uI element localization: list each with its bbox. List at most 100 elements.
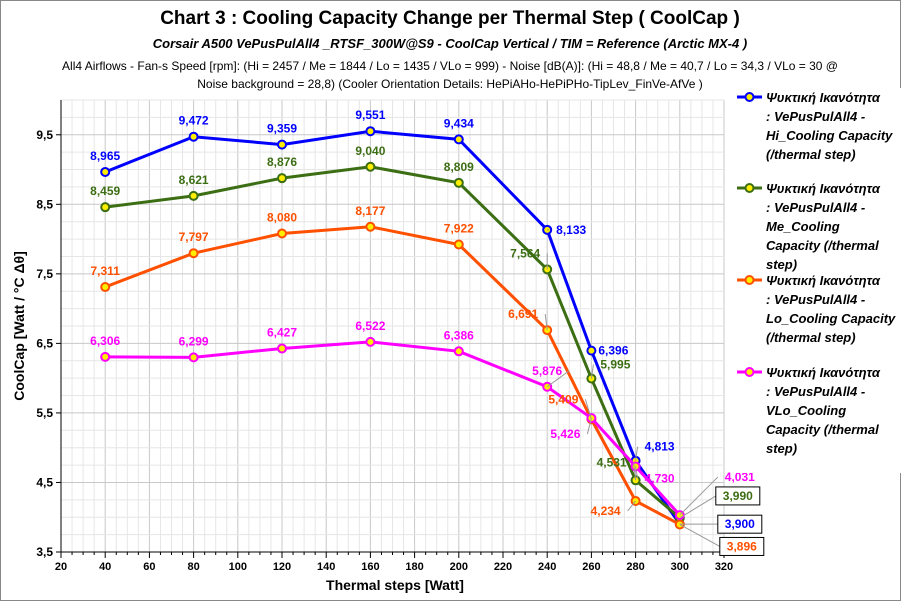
x-tick-label: 320: [715, 561, 733, 573]
data-label-me: 8,809: [444, 160, 474, 174]
x-tick-label: 120: [273, 561, 291, 573]
y-tick-label: 9,5: [36, 128, 53, 142]
data-label-vlo: 4,730: [645, 471, 675, 485]
leader-line: [584, 399, 592, 420]
legend-label-vlo: Capacity (/thermal: [766, 422, 879, 437]
data-label-vlo: 5,426: [550, 427, 580, 441]
data-label-me: 5,995: [600, 358, 630, 372]
data-label-hi: 8,133: [556, 223, 586, 237]
leader-line: [627, 500, 636, 512]
x-tick-label: 80: [187, 561, 199, 573]
x-tick-label: 200: [450, 561, 468, 573]
axes: 20 40 60 80 100 120 140 160 180 200 220 240 260 280 30…: [36, 100, 733, 573]
leader-line: [590, 364, 594, 379]
data-label-lo: 7,311: [91, 264, 121, 278]
legend-marker-vlo: [744, 367, 755, 377]
data-label-vlo: 4,031: [725, 470, 755, 484]
data-point-hi: [277, 139, 287, 150]
data-label-vlo: 6,522: [355, 319, 385, 333]
data-point-lo: [277, 228, 287, 239]
y-tick-label: 4,5: [36, 475, 53, 489]
leader-line: [635, 466, 639, 479]
legend-marker-hi: [744, 92, 755, 102]
x-tick-label: 60: [143, 561, 155, 573]
data-label-hi: 9,434: [444, 116, 474, 130]
data-labels: 8,965 9,472 9,359 9,551 9,434 8,133 6,396 4,813…: [90, 108, 765, 556]
data-point-me: [453, 177, 464, 188]
data-label-lo: 8,080: [267, 211, 297, 225]
leader-line: [546, 370, 570, 388]
y-axis-title: CoolCap [Watt / °C Δθ]: [11, 251, 27, 400]
data-label-vlo: 6,299: [179, 334, 209, 348]
legend: Ψυκτική Ικανότητα: VePusPulAll4 - Hi_Cool…: [733, 88, 901, 473]
legend-label-me: Ψυκτική Ικανότητα: [766, 181, 881, 196]
leader-line: [544, 314, 548, 331]
leader-line: [679, 476, 719, 516]
data-point-lo: [100, 281, 111, 292]
legend-label-vlo: : VePusPulAll4 -: [766, 384, 865, 399]
legend-label-vlo: VLo_Cooling: [766, 403, 846, 418]
data-point-hi: [586, 345, 597, 356]
data-point-hi: [100, 166, 111, 177]
data-point-vlo: [453, 346, 464, 357]
data-label-vlo: 6,386: [444, 328, 474, 342]
y-tick-label: 8,5: [36, 197, 53, 211]
data-point-vlo: [188, 352, 199, 363]
y-tick-label: 5,5: [36, 406, 53, 420]
data-label-hi: 4,813: [645, 440, 675, 454]
data-label-vlo: 6,427: [267, 325, 297, 339]
data-point-lo: [365, 221, 376, 232]
data-label-hi: 8,965: [90, 149, 120, 163]
x-tick-label: 240: [538, 561, 556, 573]
legend-label-vlo: step): [766, 441, 797, 456]
y-tick-label: 6,5: [36, 336, 53, 350]
data-label-hi: 9,472: [179, 114, 209, 128]
legend-label-vlo: Ψυκτική Ικανότητα: [766, 365, 881, 380]
data-label-box: [717, 514, 763, 534]
legend-label-hi: Ψυκτική Ικανότητα: [766, 90, 881, 105]
leader-line: [679, 524, 721, 547]
info-line-1: All4 Airflows - Fan-s Speed [rpm]: (Hi =…: [62, 59, 838, 73]
legend-marker-lo: [744, 275, 755, 285]
info-line-2: Noise background = 28,8) (Cooler Orienta…: [197, 77, 702, 91]
legend-label-lo: : VePusPulAll4 -: [766, 292, 865, 307]
x-tick-label: 160: [361, 561, 379, 573]
data-point-vlo: [100, 351, 111, 362]
legend-label-lo: Lo_Cooling Capacity: [766, 311, 896, 326]
leader-line: [635, 446, 639, 461]
x-tick-label: 20: [55, 561, 67, 573]
data-point-me: [365, 161, 376, 172]
grid: [60, 99, 725, 553]
x-tick-label: 100: [229, 561, 247, 573]
legend-marker-me: [744, 183, 755, 193]
data-label-vlo: 6,306: [90, 334, 120, 348]
x-tick-label: 140: [317, 561, 335, 573]
data-label-lo: 8,177: [355, 204, 385, 218]
data-label-hi: 9,359: [267, 122, 297, 136]
chart-title: Chart 3 : Cooling Capacity Change per Th…: [160, 8, 740, 29]
legend-label-me: Capacity (/thermal: [766, 238, 879, 253]
legend-label-me: Me_Cooling: [766, 219, 840, 234]
x-tick-label: 260: [582, 561, 600, 573]
data-label-me: 3,990: [723, 489, 753, 503]
y-tick-label: 7,5: [36, 267, 53, 281]
data-label-lo: 4,234: [591, 504, 621, 518]
legend-label-hi: (/thermal step): [766, 147, 856, 162]
data-point-vlo: [365, 336, 376, 347]
x-axis-title: Thermal steps [Watt]: [326, 577, 464, 593]
data-point-me: [188, 190, 199, 201]
x-tick-label: 40: [99, 561, 111, 573]
data-point-lo: [453, 239, 464, 250]
data-point-hi: [365, 126, 376, 137]
data-point-vlo: [277, 343, 287, 354]
data-label-me: 8,876: [267, 155, 297, 169]
data-label-me: 9,040: [355, 144, 385, 158]
legend-label-lo: (/thermal step): [766, 330, 856, 345]
data-label-lo: 7,797: [179, 230, 209, 244]
data-label-hi: 3,900: [725, 517, 755, 531]
data-label-lo: 6,691: [508, 307, 538, 321]
legend-label-hi: : VePusPulAll4 -: [766, 109, 865, 124]
x-tick-label: 180: [405, 561, 423, 573]
data-label-me: 8,621: [179, 173, 209, 187]
